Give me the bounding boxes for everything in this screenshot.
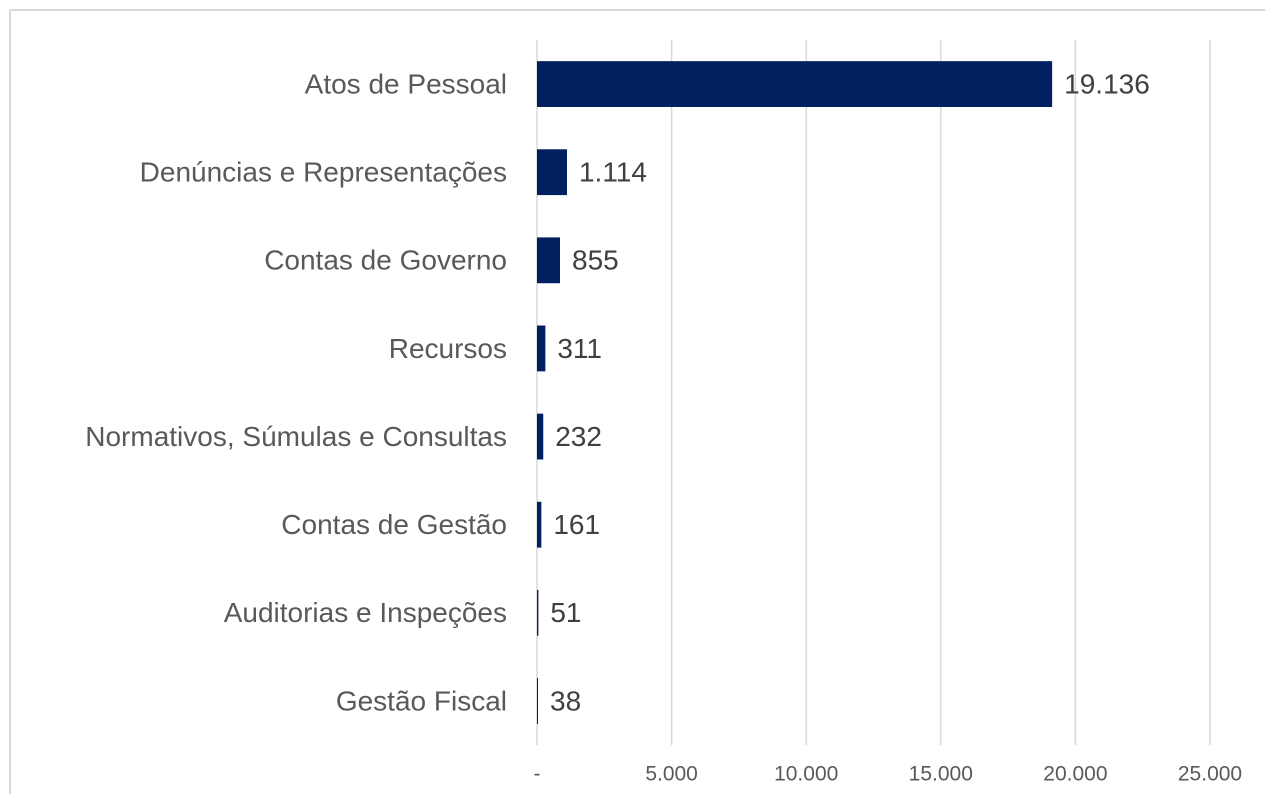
bar — [537, 678, 539, 724]
category-label: Auditorias e Inspeções — [224, 597, 507, 628]
value-label: 38 — [550, 685, 581, 716]
bar — [537, 325, 546, 372]
x-tick-label: 5.000 — [645, 763, 698, 786]
category-label: Normativos, Súmulas e Consultas — [85, 421, 507, 452]
category-label: Atos de Pessoal — [305, 68, 507, 99]
bar — [537, 501, 542, 548]
value-label: 311 — [557, 333, 602, 364]
bar — [537, 149, 567, 196]
category-label: Recursos — [389, 333, 507, 364]
bar — [537, 237, 561, 284]
category-label: Contas de Governo — [264, 245, 507, 276]
value-label: 51 — [550, 597, 581, 628]
value-label: 161 — [553, 509, 600, 540]
x-tick-label: 25.000 — [1178, 763, 1242, 786]
category-label: Contas de Gestão — [281, 509, 507, 540]
category-label: Gestão Fiscal — [336, 685, 507, 716]
bar — [537, 413, 544, 460]
value-label: 1.114 — [579, 157, 647, 188]
x-tick-label: - — [534, 763, 541, 786]
x-tick-label: 15.000 — [909, 763, 973, 786]
x-tick-label: 10.000 — [774, 763, 838, 786]
x-tick-label: 20.000 — [1043, 763, 1107, 786]
value-label: 19.136 — [1064, 68, 1150, 99]
category-label: Denúncias e Representações — [140, 157, 507, 188]
bar — [537, 589, 539, 636]
value-label: 232 — [555, 421, 602, 452]
bar — [537, 61, 1053, 107]
value-label: 855 — [572, 245, 619, 276]
